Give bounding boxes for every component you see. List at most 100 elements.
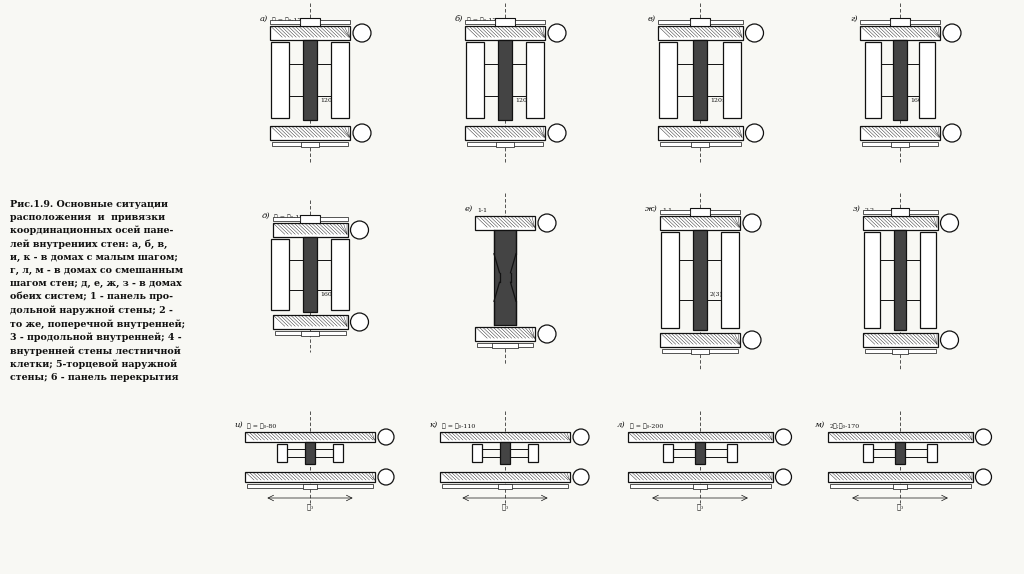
Text: Рис.1.9. Основные ситуации
расположения  и  привязки
координационных осей пане-
: Рис.1.9. Основные ситуации расположения … xyxy=(10,200,185,382)
Bar xyxy=(893,40,907,120)
Bar xyxy=(892,349,908,354)
Bar xyxy=(660,333,740,347)
Text: ℓ₀: ℓ₀ xyxy=(696,502,703,510)
Text: ℓ = ℓ₀-110: ℓ = ℓ₀-110 xyxy=(442,424,475,429)
Bar xyxy=(270,126,350,140)
Circle shape xyxy=(940,214,958,232)
Circle shape xyxy=(745,124,764,142)
Bar xyxy=(465,126,545,140)
Bar xyxy=(301,331,319,336)
Bar xyxy=(331,42,349,118)
Bar xyxy=(660,210,690,214)
Bar xyxy=(827,432,973,442)
Text: 2ℓ;ℓ₀-170: 2ℓ;ℓ₀-170 xyxy=(829,424,860,429)
Circle shape xyxy=(943,24,961,42)
Circle shape xyxy=(538,214,556,232)
Text: ℓ = ℓ₀-200: ℓ = ℓ₀-200 xyxy=(630,424,663,429)
Bar xyxy=(919,42,935,118)
Circle shape xyxy=(775,469,792,485)
Bar xyxy=(727,444,737,462)
Text: 120:160: 120:160 xyxy=(515,98,541,103)
Bar xyxy=(863,444,873,462)
Bar xyxy=(303,484,317,489)
Bar xyxy=(272,142,348,146)
Bar xyxy=(693,484,707,489)
Circle shape xyxy=(943,124,961,142)
Bar xyxy=(515,20,545,24)
Bar xyxy=(466,42,484,118)
Bar xyxy=(500,442,510,464)
Circle shape xyxy=(378,429,394,445)
Bar xyxy=(695,442,705,464)
Bar xyxy=(894,230,906,330)
Text: ℓ = ℓ₀-170: ℓ = ℓ₀-170 xyxy=(274,215,308,220)
Bar xyxy=(496,142,514,147)
Text: ℓ = ℓ₀-80: ℓ = ℓ₀-80 xyxy=(247,424,276,429)
Circle shape xyxy=(775,429,792,445)
Circle shape xyxy=(976,429,991,445)
Text: 2(3): 2(3) xyxy=(710,292,723,297)
Text: 160: 160 xyxy=(910,98,922,103)
Bar xyxy=(467,142,543,146)
Text: 120:160: 120:160 xyxy=(319,98,346,103)
Bar xyxy=(492,343,518,348)
Circle shape xyxy=(743,331,761,349)
Bar xyxy=(893,484,907,489)
Text: е): е) xyxy=(465,205,473,213)
Circle shape xyxy=(350,221,369,239)
Bar xyxy=(333,444,343,462)
Bar xyxy=(245,472,375,482)
Bar xyxy=(272,315,347,329)
Bar xyxy=(319,217,347,221)
Bar xyxy=(628,472,772,482)
Bar xyxy=(494,230,516,325)
Bar xyxy=(864,232,880,328)
Bar xyxy=(245,432,375,442)
Circle shape xyxy=(378,469,394,485)
Bar xyxy=(442,484,568,488)
Text: и): и) xyxy=(234,421,243,429)
Circle shape xyxy=(743,214,761,232)
Bar xyxy=(247,484,373,488)
Bar xyxy=(693,230,707,330)
Bar xyxy=(693,40,707,120)
Text: 160: 160 xyxy=(319,293,332,297)
Bar xyxy=(528,444,538,462)
Text: ℓ₀: ℓ₀ xyxy=(306,502,313,510)
Text: ℓ₀: ℓ₀ xyxy=(502,502,509,510)
Text: ℓ = ℓ₀-170: ℓ = ℓ₀-170 xyxy=(272,17,305,23)
Text: в): в) xyxy=(647,15,655,23)
Bar xyxy=(710,20,742,24)
Bar xyxy=(662,349,738,353)
Bar xyxy=(303,40,317,120)
Text: 2-2: 2-2 xyxy=(864,208,874,213)
Circle shape xyxy=(573,469,589,485)
Bar xyxy=(475,216,535,230)
Text: а): а) xyxy=(260,15,268,23)
Bar xyxy=(829,484,971,488)
Bar xyxy=(319,20,350,24)
Bar xyxy=(270,20,300,24)
Bar xyxy=(862,216,938,230)
Text: м): м) xyxy=(815,421,825,429)
Bar xyxy=(300,18,319,26)
Bar xyxy=(440,472,570,482)
Bar xyxy=(890,18,910,26)
Text: л): л) xyxy=(616,421,626,429)
Bar xyxy=(270,26,350,40)
Bar xyxy=(305,442,315,464)
Bar xyxy=(862,333,938,347)
Bar xyxy=(331,239,349,310)
Text: з): з) xyxy=(853,205,860,213)
Text: б): б) xyxy=(455,15,463,23)
Bar xyxy=(721,232,739,328)
Bar xyxy=(663,444,673,462)
Circle shape xyxy=(350,313,369,331)
Bar xyxy=(303,237,317,312)
Bar xyxy=(862,210,891,214)
Bar xyxy=(475,327,535,341)
Bar xyxy=(864,349,936,353)
Circle shape xyxy=(353,24,371,42)
Bar xyxy=(723,42,741,118)
Bar xyxy=(659,42,677,118)
